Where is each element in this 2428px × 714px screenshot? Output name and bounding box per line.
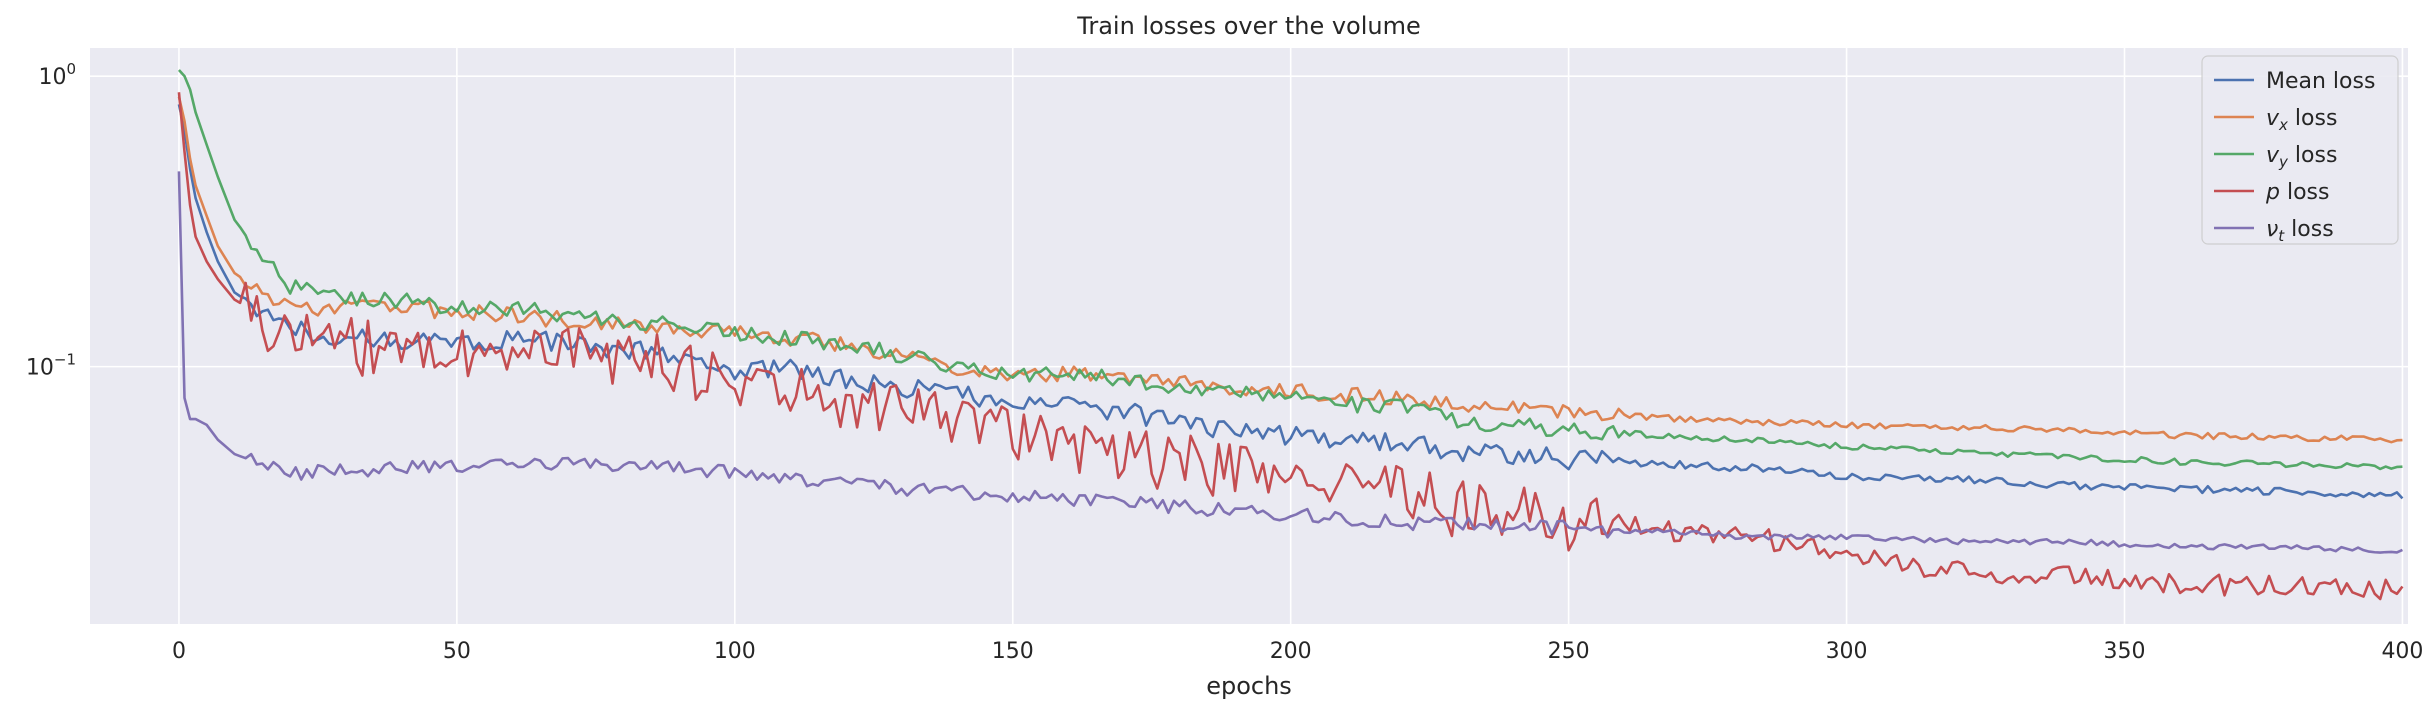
grid-lines (90, 48, 2408, 624)
x-tick-label: 350 (2104, 639, 2146, 664)
x-tick-label: 150 (992, 639, 1034, 664)
chart-title: Train losses over the volume (1076, 12, 1421, 40)
legend-label: νt loss (2266, 217, 2334, 245)
x-tick-label: 0 (172, 639, 186, 664)
series-line-4 (177, 171, 2403, 554)
x-tick-label: 400 (2381, 639, 2423, 664)
series-line-0 (177, 104, 2404, 500)
x-tick-label: 100 (714, 639, 756, 664)
x-tick-label: 300 (1826, 639, 1868, 664)
y-tick-label: 100 (38, 60, 76, 90)
y-tick-label: 10−1 (26, 351, 76, 381)
legend-label: vy loss (2266, 143, 2337, 171)
legend: Mean loss vx loss vy loss p loss νt loss (2201, 55, 2399, 245)
x-tick-label: 50 (443, 639, 471, 664)
series-line-3 (177, 92, 2404, 601)
plot-area (90, 48, 2408, 624)
legend-box (2201, 55, 2399, 245)
legend-label: Mean loss (2266, 69, 2375, 94)
x-tick-label: 250 (1548, 639, 1590, 664)
series-layer (177, 69, 2404, 601)
series-line-2 (177, 69, 2403, 471)
legend-label: vx loss (2266, 106, 2337, 134)
x-axis-title: epochs (1206, 672, 1292, 700)
legend-label: p loss (2265, 180, 2329, 205)
x-tick-label: 200 (1270, 639, 1312, 664)
axes-layer: 0 50 100 150 200 250 300 350 400 100 10−1 (26, 60, 2424, 664)
